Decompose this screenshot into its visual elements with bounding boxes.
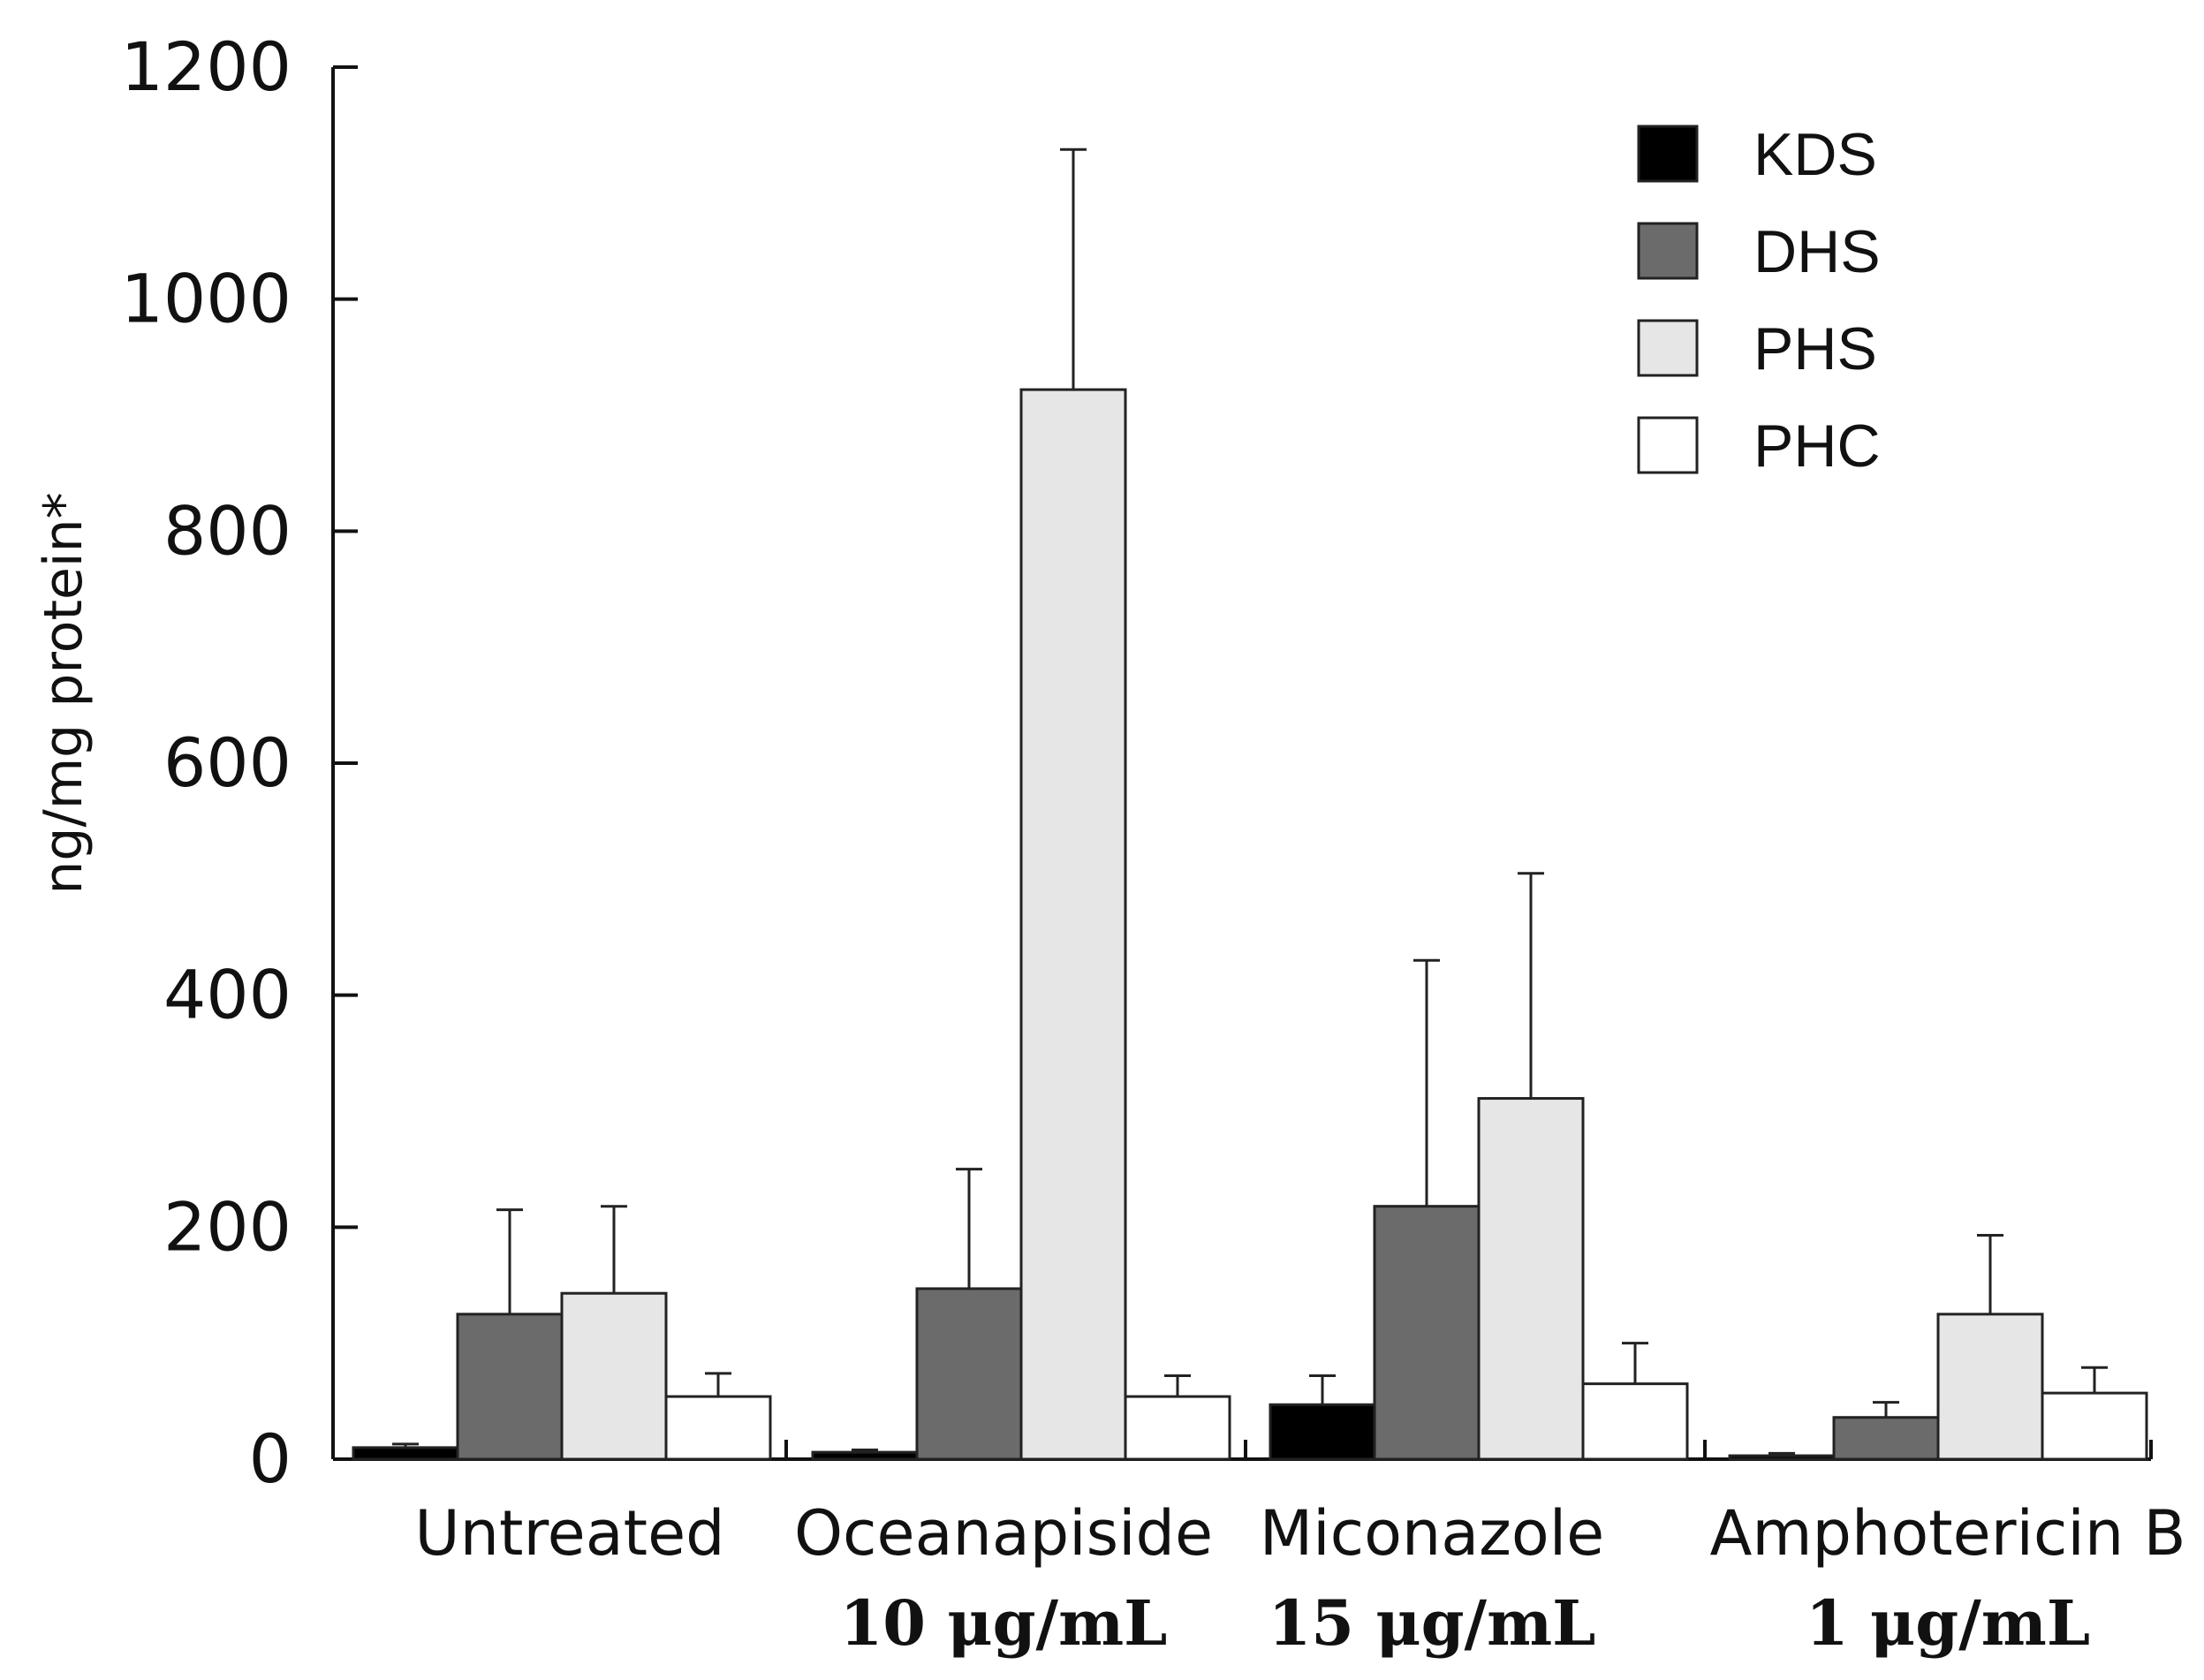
y-tick-label: 1200 — [121, 27, 292, 106]
bar-kds — [1269, 1403, 1376, 1461]
y-axis-label: ng/mg protein* — [33, 492, 95, 894]
y-tick-label: 800 — [163, 491, 292, 570]
bar-dhs — [456, 1313, 564, 1461]
bar-phs — [1477, 1097, 1585, 1461]
bar-phc — [1581, 1382, 1689, 1461]
bar-phs — [560, 1291, 668, 1461]
bar-phc — [2041, 1391, 2148, 1461]
legend-swatch-phc — [1637, 416, 1699, 474]
y-tick-label: 600 — [163, 723, 292, 802]
legend: KDS DHS PHS PHC — [1637, 121, 1881, 480]
bar-kds — [352, 1446, 459, 1461]
legend-label-phs: PHS — [1753, 315, 1877, 382]
error-bars — [392, 148, 2108, 1457]
bar-phs — [1936, 1313, 2044, 1461]
category-label: Amphotericin B — [1709, 1497, 2185, 1570]
legend-swatch-phs — [1637, 319, 1699, 377]
category-sublabel: 10 μg/mL — [840, 1586, 1168, 1660]
bar-phs — [1019, 388, 1127, 1461]
legend-label-dhs: DHS — [1753, 218, 1881, 285]
bar-dhs — [1373, 1205, 1481, 1461]
category-label: Untreated — [414, 1497, 724, 1570]
legend-label-phc: PHC — [1753, 412, 1881, 480]
bar-kds — [811, 1450, 919, 1461]
x-axis-labels: Untreated Oceanapiside 10 μg/mL Miconazole 1… — [414, 1497, 2185, 1660]
y-tick-label: 400 — [163, 956, 292, 1034]
category-sublabel: 15 μg/mL — [1269, 1586, 1596, 1660]
legend-label-kds: KDS — [1753, 121, 1877, 188]
bar-phc — [1124, 1395, 1231, 1461]
bar-kds — [1728, 1454, 1836, 1461]
bar-dhs — [915, 1287, 1023, 1461]
legend-swatch-kds — [1637, 125, 1699, 183]
category-label: Oceanapiside — [794, 1497, 1213, 1570]
y-tick-label: 200 — [163, 1187, 292, 1266]
bar-dhs — [1832, 1416, 1940, 1461]
category-label: Miconazole — [1260, 1497, 1605, 1570]
category-sublabel: 1 μg/mL — [1806, 1586, 2090, 1660]
y-tick-label: 1000 — [121, 260, 292, 338]
bar-phc — [664, 1395, 772, 1461]
bars — [352, 388, 2148, 1461]
legend-swatch-dhs — [1637, 222, 1699, 280]
y-tick-label: 0 — [249, 1419, 292, 1498]
axes: 0 200 400 600 800 1000 1200 — [121, 27, 2153, 1498]
